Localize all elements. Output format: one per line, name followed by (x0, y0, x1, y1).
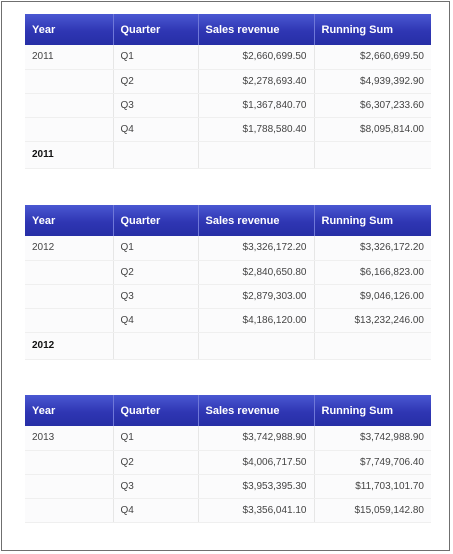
quarter-cell: Q4 (113, 498, 199, 523)
year-cell (25, 284, 114, 309)
table-row: Q3 $1,367,840.70 $6,307,233.60 (25, 93, 431, 118)
table-row: Q4 $3,356,041.10 $15,059,142.80 (25, 498, 431, 523)
year-cell (25, 450, 114, 475)
sales-revenue-cell: $1,788,580.40 (198, 117, 315, 142)
empty-cell (314, 332, 431, 360)
year-cell: 2013 (25, 426, 114, 451)
table-row: 2013 Q1 $3,742,988.90 $3,742,988.90 (25, 426, 431, 451)
sales-revenue-cell: $3,356,041.10 (198, 498, 315, 523)
quarter-cell: Q2 (113, 450, 199, 475)
table-row: Q4 $4,186,120.00 $13,232,246.00 (25, 308, 431, 333)
empty-cell (113, 141, 199, 169)
running-sum-cell: $6,307,233.60 (314, 93, 431, 118)
year-column-header[interactable]: Year (25, 14, 114, 45)
empty-cell (198, 332, 315, 360)
running-sum-cell: $9,046,126.00 (314, 284, 431, 309)
table-row: 2012 Q1 $3,326,172.20 $3,326,172.20 (25, 236, 431, 261)
table-row: Q3 $2,879,303.00 $9,046,126.00 (25, 284, 431, 309)
year-cell: 2011 (25, 45, 114, 70)
running-sum-column-header[interactable]: Running Sum (314, 14, 431, 45)
sales-revenue-cell: $2,840,650.80 (198, 260, 315, 285)
sales-revenue-cell: $4,186,120.00 (198, 308, 315, 333)
sales-revenue-column-header[interactable]: Sales revenue (198, 395, 315, 426)
year-cell (25, 260, 114, 285)
running-sum-cell: $3,326,172.20 (314, 236, 431, 261)
sales-revenue-cell: $1,367,840.70 (198, 93, 315, 118)
year-total-row: 2012 (25, 332, 431, 360)
quarter-cell: Q3 (113, 474, 199, 499)
sales-revenue-cell: $3,742,988.90 (198, 426, 315, 451)
quarter-cell: Q1 (113, 45, 199, 70)
table-row: Q2 $4,006,717.50 $7,749,706.40 (25, 450, 431, 475)
running-sum-cell: $6,166,823.00 (314, 260, 431, 285)
quarter-cell: Q2 (113, 69, 199, 94)
quarter-column-header[interactable]: Quarter (113, 395, 199, 426)
sales-revenue-cell: $3,326,172.20 (198, 236, 315, 261)
year-cell (25, 93, 114, 118)
year-cell (25, 69, 114, 94)
running-sum-cell: $15,059,142.80 (314, 498, 431, 523)
running-sum-cell: $13,232,246.00 (314, 308, 431, 333)
running-sum-column-header[interactable]: Running Sum (314, 395, 431, 426)
year-cell (25, 308, 114, 333)
running-sum-cell: $4,939,392.90 (314, 69, 431, 94)
year-cell (25, 474, 114, 499)
quarter-column-header[interactable]: Quarter (113, 14, 199, 45)
table-row: 2011 Q1 $2,660,699.50 $2,660,699.50 (25, 45, 431, 70)
running-sum-cell: $8,095,814.00 (314, 117, 431, 142)
year-total-label: 2011 (25, 141, 114, 169)
sales-revenue-cell: $4,006,717.50 (198, 450, 315, 475)
year-table-2012: Year Quarter Sales revenue Running Sum 2… (25, 205, 431, 360)
year-cell (25, 117, 114, 142)
quarter-cell: Q1 (113, 426, 199, 451)
table-row: Q2 $2,278,693.40 $4,939,392.90 (25, 69, 431, 94)
running-sum-cell: $3,742,988.90 (314, 426, 431, 451)
year-cell (25, 498, 114, 523)
year-column-header[interactable]: Year (25, 205, 114, 236)
sales-revenue-column-header[interactable]: Sales revenue (198, 205, 315, 236)
table-header-row: Year Quarter Sales revenue Running Sum (25, 395, 431, 426)
quarter-cell: Q4 (113, 117, 199, 142)
year-cell: 2012 (25, 236, 114, 261)
running-sum-column-header[interactable]: Running Sum (314, 205, 431, 236)
quarter-cell: Q3 (113, 284, 199, 309)
quarter-cell: Q2 (113, 260, 199, 285)
empty-cell (198, 141, 315, 169)
quarter-column-header[interactable]: Quarter (113, 205, 199, 236)
year-column-header[interactable]: Year (25, 395, 114, 426)
sales-revenue-cell: $2,660,699.50 (198, 45, 315, 70)
table-row: Q4 $1,788,580.40 $8,095,814.00 (25, 117, 431, 142)
year-table-2013: Year Quarter Sales revenue Running Sum 2… (25, 395, 431, 523)
year-total-label: 2012 (25, 332, 114, 360)
table-header-row: Year Quarter Sales revenue Running Sum (25, 205, 431, 236)
table-row: Q2 $2,840,650.80 $6,166,823.00 (25, 260, 431, 285)
sales-revenue-cell: $3,953,395.30 (198, 474, 315, 499)
quarter-cell: Q1 (113, 236, 199, 261)
sales-revenue-cell: $2,278,693.40 (198, 69, 315, 94)
quarter-cell: Q3 (113, 93, 199, 118)
empty-cell (314, 141, 431, 169)
running-sum-cell: $2,660,699.50 (314, 45, 431, 70)
running-sum-cell: $11,703,101.70 (314, 474, 431, 499)
empty-cell (113, 332, 199, 360)
quarter-cell: Q4 (113, 308, 199, 333)
year-total-row: 2011 (25, 141, 431, 169)
year-table-2011: Year Quarter Sales revenue Running Sum 2… (25, 14, 431, 169)
sales-revenue-cell: $2,879,303.00 (198, 284, 315, 309)
running-sum-cell: $7,749,706.40 (314, 450, 431, 475)
table-header-row: Year Quarter Sales revenue Running Sum (25, 14, 431, 45)
table-row: Q3 $3,953,395.30 $11,703,101.70 (25, 474, 431, 499)
sales-revenue-column-header[interactable]: Sales revenue (198, 14, 315, 45)
